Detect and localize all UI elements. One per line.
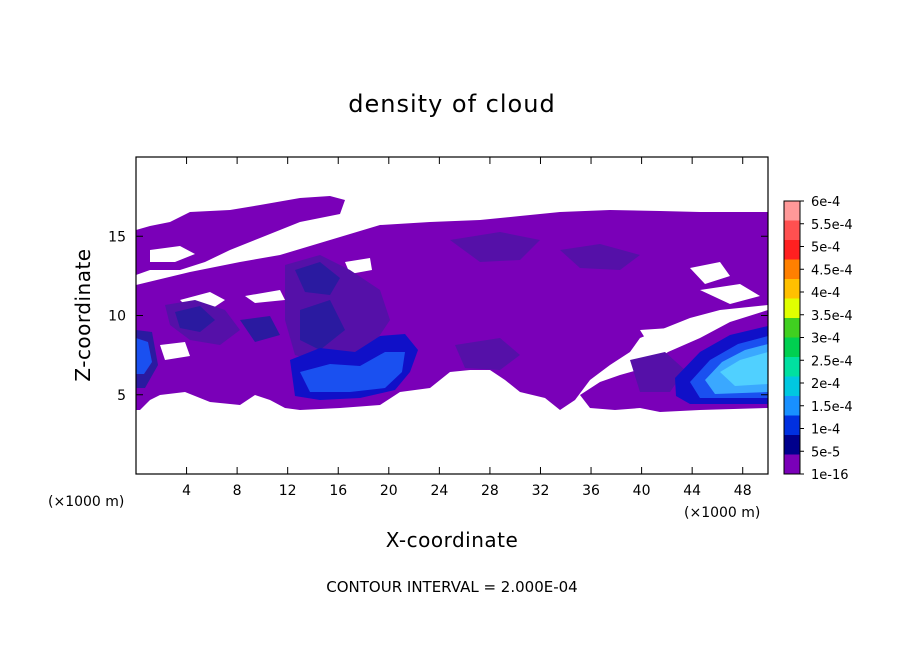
colorbar-label: 2.5e-4 [811, 354, 853, 369]
plot-area [135, 156, 769, 475]
colorbar-label: 2e-4 [811, 377, 840, 392]
colorbar-label: 1e-4 [811, 423, 840, 438]
cloud-gap [160, 342, 190, 360]
x-tick-label: 32 [532, 483, 550, 499]
colorbar-swatch [784, 435, 800, 455]
colorbar-swatch [784, 357, 800, 377]
x-tick-label: 24 [430, 483, 448, 499]
cloud-core [175, 306, 215, 332]
cloud-dense [136, 338, 152, 374]
x-tick-label: 48 [734, 483, 752, 499]
colorbar-label: 3e-4 [811, 332, 840, 347]
colorbar-label: 5e-5 [811, 445, 840, 460]
cloud-core [630, 352, 685, 392]
x-tick-label: 16 [329, 483, 347, 499]
cloud-core [455, 338, 520, 370]
x-tick-label: 4 [182, 483, 191, 499]
colorbar-swatch [784, 259, 800, 280]
cloud-gap [150, 246, 195, 262]
colorbar-swatch [784, 415, 800, 436]
colorbar-label: 1.5e-4 [811, 400, 853, 415]
x-tick-label: 20 [380, 483, 398, 499]
colorbar-label: 1e-16 [811, 468, 849, 483]
cloud-gap [690, 262, 730, 284]
y-tick-label: 10 [108, 309, 126, 325]
cloud-core [295, 262, 340, 295]
colorbar-swatch [784, 454, 800, 475]
cloud-core [560, 244, 640, 270]
colorbar-label: 6e-4 [811, 195, 840, 210]
colorbar-label: 3.5e-4 [811, 309, 853, 324]
cloud-gap [345, 258, 372, 274]
y-tick-label: 15 [108, 229, 126, 245]
x-unit-label-right: (×1000 m) [684, 505, 760, 521]
x-tick-label: 28 [481, 483, 499, 499]
colorbar-label: 5e-4 [811, 241, 840, 256]
colorbar-swatch [784, 396, 800, 416]
colorbar-swatch [784, 201, 800, 221]
x-tick-label: 8 [233, 483, 242, 499]
cloud-core [240, 316, 280, 342]
colorbar-swatch [784, 279, 800, 299]
cloud-gap [245, 290, 285, 303]
x-tick-label: 44 [683, 483, 701, 499]
cloud-region [136, 196, 345, 292]
colorbar-swatch [784, 376, 800, 397]
colorbar-swatch [784, 318, 800, 338]
x-tick-label: 36 [582, 483, 600, 499]
colorbar-label: 4.5e-4 [811, 263, 853, 278]
colorbar-swatch [784, 240, 800, 260]
x-tick-label: 12 [279, 483, 297, 499]
colorbar-label: 4e-4 [811, 286, 840, 301]
x-unit-label-left: (×1000 m) [48, 494, 124, 510]
x-axis-title: X-coordinate [386, 528, 519, 552]
cloud-dense [720, 352, 768, 386]
cloud-dense [300, 352, 405, 392]
cloud-core [300, 300, 345, 350]
colorbar-swatch [784, 298, 800, 319]
colorbar-swatch [784, 337, 800, 358]
cloud-core [450, 232, 540, 262]
x-axis-ticks: 4 8 12 16 20 24 28 32 36 40 44 48 [182, 157, 752, 499]
colorbar-label: 5.5e-4 [811, 218, 853, 233]
y-axis-ticks: 5 10 15 [108, 229, 768, 404]
colorbar-swatch [784, 220, 800, 241]
colorbar: 6e-4 5.5e-4 5e-4 4.5e-4 4e-4 3.5e-4 3e-4 2.5e-4… [783, 195, 853, 483]
y-tick-label: 5 [117, 388, 126, 404]
contour-interval-note: CONTOUR INTERVAL = 2.000E-04 [326, 578, 577, 596]
cloud-gap [700, 284, 760, 304]
y-axis-title: Z-coordinate [71, 248, 95, 381]
x-tick-label: 40 [633, 483, 651, 499]
cloud-density-field [136, 196, 768, 412]
cloud-gap [640, 328, 676, 346]
chart-title: density of cloud [348, 90, 555, 118]
